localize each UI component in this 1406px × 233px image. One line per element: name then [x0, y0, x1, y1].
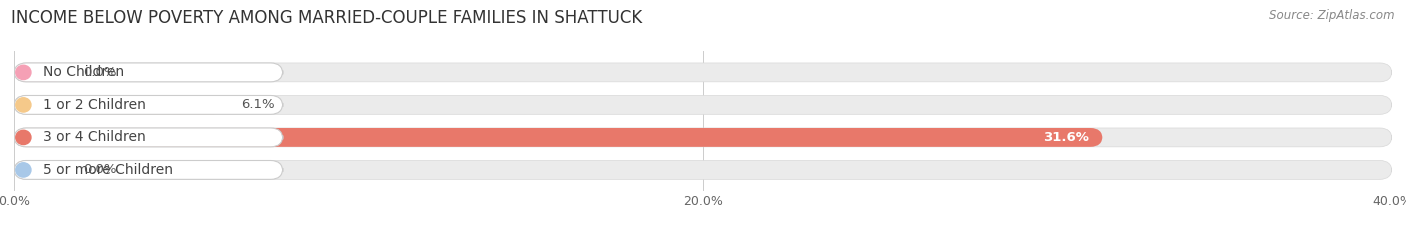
Circle shape [15, 98, 31, 112]
Text: 1 or 2 Children: 1 or 2 Children [44, 98, 146, 112]
Text: INCOME BELOW POVERTY AMONG MARRIED-COUPLE FAMILIES IN SHATTUCK: INCOME BELOW POVERTY AMONG MARRIED-COUPL… [11, 9, 643, 27]
FancyBboxPatch shape [14, 96, 224, 114]
Circle shape [15, 65, 31, 79]
FancyBboxPatch shape [14, 96, 283, 114]
Text: 6.1%: 6.1% [242, 98, 276, 111]
FancyBboxPatch shape [14, 128, 1392, 147]
FancyBboxPatch shape [14, 128, 283, 147]
FancyBboxPatch shape [14, 63, 66, 82]
Text: 3 or 4 Children: 3 or 4 Children [44, 130, 146, 144]
FancyBboxPatch shape [14, 63, 1392, 82]
Circle shape [15, 130, 31, 145]
Text: Source: ZipAtlas.com: Source: ZipAtlas.com [1270, 9, 1395, 22]
Text: 5 or more Children: 5 or more Children [44, 163, 173, 177]
Text: 31.6%: 31.6% [1043, 131, 1088, 144]
Text: 0.0%: 0.0% [83, 66, 117, 79]
Circle shape [15, 163, 31, 177]
FancyBboxPatch shape [14, 96, 1392, 114]
Text: No Children: No Children [44, 65, 124, 79]
FancyBboxPatch shape [14, 161, 283, 179]
Text: 0.0%: 0.0% [83, 163, 117, 176]
FancyBboxPatch shape [14, 63, 283, 82]
FancyBboxPatch shape [14, 161, 1392, 179]
FancyBboxPatch shape [14, 161, 66, 179]
FancyBboxPatch shape [14, 128, 1102, 147]
